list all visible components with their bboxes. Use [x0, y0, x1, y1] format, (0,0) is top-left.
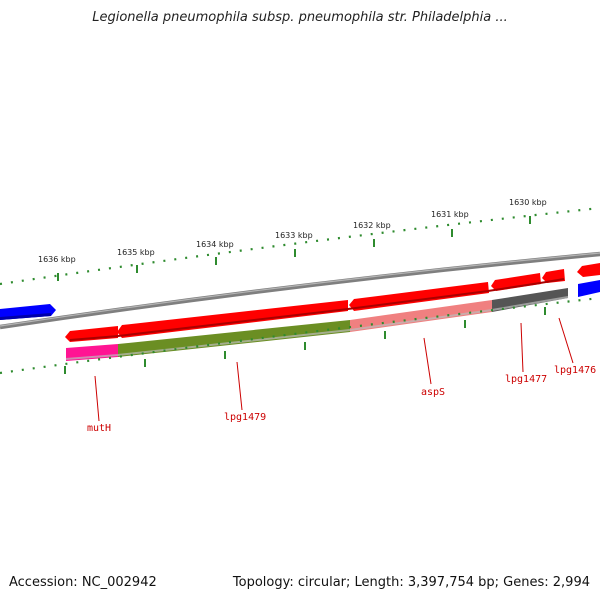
gene-label-lpg1479: lpg1479: [224, 412, 266, 423]
kbp-label: 1636 kbp: [38, 255, 76, 264]
gene-label-lpg1477: lpg1477: [505, 374, 547, 385]
genome-backbone-highlight: [0, 252, 600, 327]
kbp-label: 1633 kbp: [275, 231, 313, 240]
gene-labels: mutH lpg1479 aspS lpg1477 lpg1476: [87, 365, 596, 434]
gene-reverse-shade: [65, 296, 569, 360]
top-tick-track: [0, 206, 600, 286]
leader-muth: [94, 375, 100, 422]
gene-label-muth: mutH: [87, 423, 111, 434]
accession-text: Accession: NC_002942: [9, 575, 157, 590]
gene-red-shade: [69, 278, 565, 341]
gene-red-4: [491, 273, 541, 291]
label-leaders: [94, 317, 574, 422]
leader-asps: [423, 337, 432, 385]
gene-blue-left-shade: [0, 313, 51, 320]
leader-lpg1479: [236, 361, 243, 411]
kbp-label: 1630 kbp: [509, 198, 547, 207]
leader-lpg1476: [558, 317, 574, 364]
gene-label-asps: aspS: [421, 387, 445, 398]
gene-label-lpg1476: lpg1476: [554, 365, 596, 376]
topology-text: Topology: circular; Length: 3,397,754 bp…: [232, 575, 590, 590]
top-tick-dots: [0, 206, 600, 286]
kbp-label: 1631 kbp: [431, 210, 469, 219]
gene-blue-right: [578, 280, 600, 297]
map-title: Legionella pneumophila subsp. pneumophil…: [92, 10, 508, 25]
kbp-labels: 1636 kbp 1635 kbp 1634 kbp 1633 kbp 1632…: [38, 198, 547, 264]
kbp-label: 1635 kbp: [117, 248, 155, 257]
genome-backbone: [0, 251, 600, 330]
kbp-label: 1634 kbp: [196, 240, 234, 249]
leader-lpg1477: [520, 322, 524, 373]
kbp-label: 1632 kbp: [353, 221, 391, 230]
bottom-major-ticks: [64, 307, 546, 374]
gene-red-6: [577, 263, 600, 277]
